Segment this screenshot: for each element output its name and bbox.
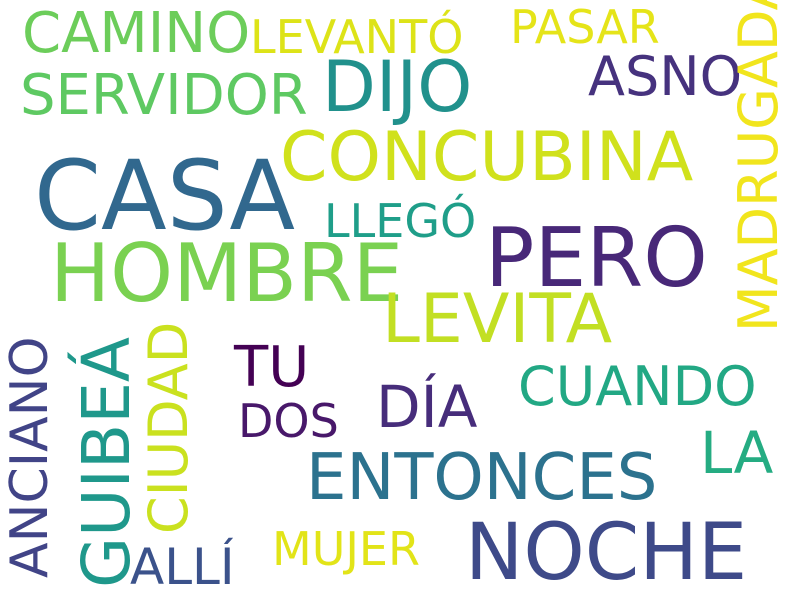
word-ciudad: CIUDAD <box>137 321 200 534</box>
word-tu: TU <box>234 335 310 400</box>
word-noche: NOCHE <box>465 508 748 598</box>
word-concubina: CONCUBINA <box>280 118 694 197</box>
word-cuando: CUANDO <box>518 355 757 418</box>
word-dos: DOS <box>238 394 339 448</box>
word-la: LA <box>700 419 774 487</box>
word-levita: LEVITA <box>382 280 613 359</box>
word-pero: PERO <box>485 211 708 306</box>
word-dijo: DIJO <box>322 46 473 128</box>
word-madrugada: MADRUGADA <box>727 0 790 332</box>
word-asno: ASNO <box>588 45 743 108</box>
word-levanto: LEVANTÓ <box>250 10 464 64</box>
word-llego: LLEGÓ <box>324 194 477 248</box>
word-entonces: ENTONCES <box>306 441 658 515</box>
word-mujer: MUJER <box>272 522 420 576</box>
word-pasar: PASAR <box>510 0 660 54</box>
word-casa: CASA <box>34 140 296 252</box>
word-servidor: SERVIDOR <box>20 63 308 128</box>
word-hombre: HOMBRE <box>50 227 404 320</box>
word-dia: DÍA <box>376 373 478 441</box>
word-camino: CAMINO <box>22 1 251 66</box>
word-alli: ALLÍ <box>130 538 235 596</box>
word-anciano: ANCIANO <box>0 336 60 578</box>
